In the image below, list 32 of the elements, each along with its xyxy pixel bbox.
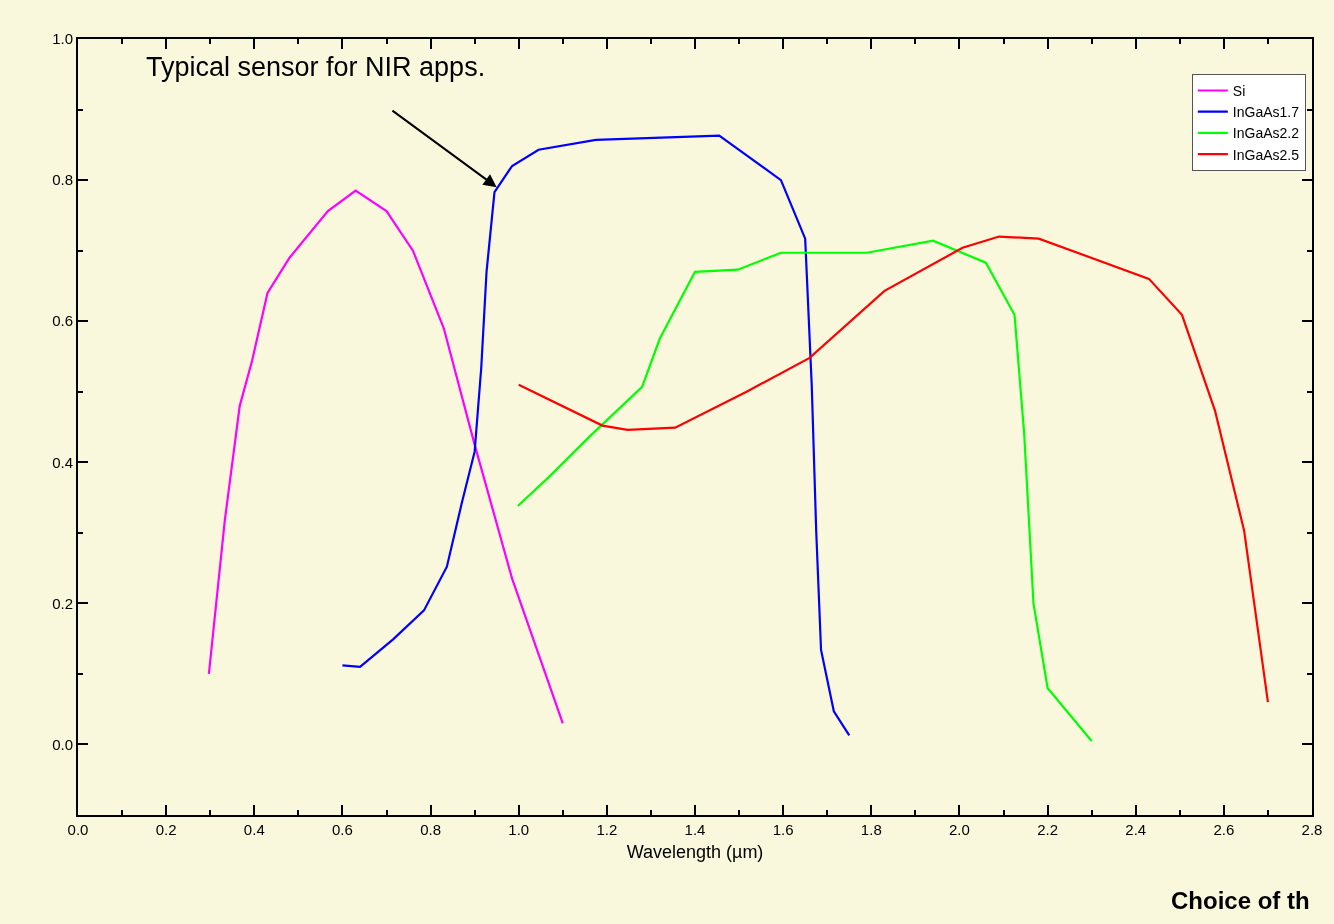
x-tick-label: 2.0 xyxy=(949,821,970,838)
x-tick-label: 0.0 xyxy=(67,821,89,838)
x-tick-label: 1.4 xyxy=(684,821,706,838)
x-tick-label: 1.0 xyxy=(508,821,530,838)
x-tick-label: 1.2 xyxy=(596,821,618,838)
legend-label: InGaAs2.2 xyxy=(1232,125,1300,142)
x-tick-label: 0.4 xyxy=(243,821,265,838)
x-tick-label: 2.4 xyxy=(1125,821,1147,838)
x-tick-label: 0.8 xyxy=(420,821,441,838)
line-series xyxy=(207,189,564,725)
line-series xyxy=(517,235,1270,704)
x-tick-label: 2.6 xyxy=(1213,821,1235,838)
x-axis-title: Wavelength (µm) xyxy=(626,841,764,862)
x-tick-label: 2.2 xyxy=(1037,821,1058,838)
y-tick-label: 0.4 xyxy=(52,453,73,471)
legend-label: InGaAs1.7 xyxy=(1232,104,1300,121)
annotation: Typical sensor for NIR apps. xyxy=(146,52,486,82)
x-tick-label: 0.2 xyxy=(155,821,177,838)
y-tick-label: 0.6 xyxy=(52,312,73,330)
legend-label: InGaAs2.5 xyxy=(1232,146,1300,163)
x-tick-label: 1.8 xyxy=(860,821,882,838)
y-tick-label: 1.0 xyxy=(52,30,73,48)
y-tick-label: 0.0 xyxy=(52,735,73,753)
text: Choice of th xyxy=(1171,887,1310,914)
x-tick-label: 1.6 xyxy=(772,821,794,838)
x-tick-label: 2.8 xyxy=(1301,821,1323,838)
x-tick-label: 0.6 xyxy=(332,821,353,838)
y-tick-label: 0.2 xyxy=(52,594,73,612)
line-series xyxy=(516,239,1093,743)
legend-label: Si xyxy=(1232,82,1246,99)
y-tick-label: 0.8 xyxy=(52,171,73,189)
line-series xyxy=(341,134,851,737)
